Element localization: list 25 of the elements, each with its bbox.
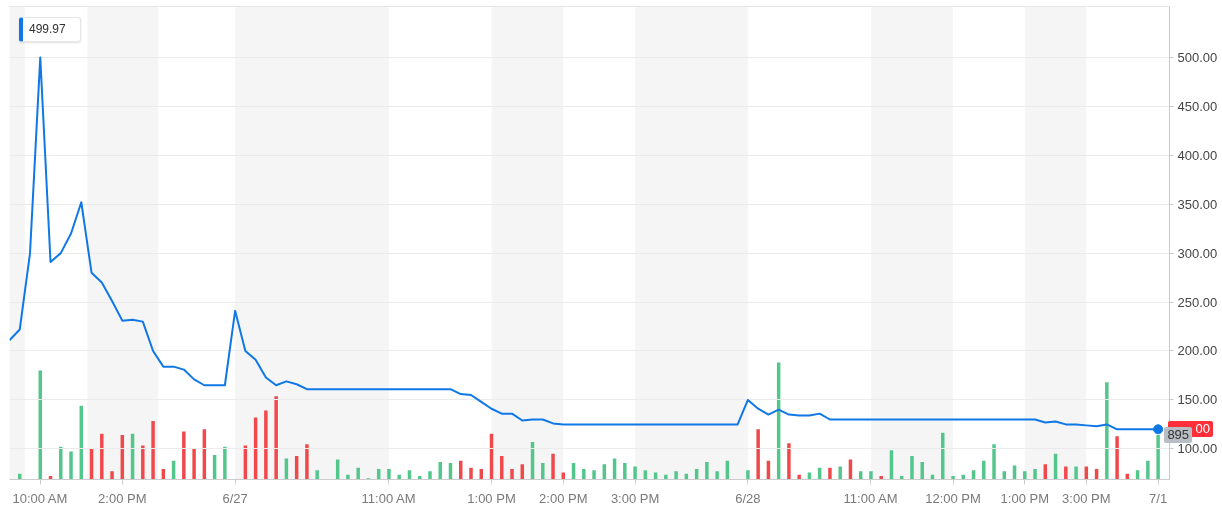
x-tick-label: 10:00 AM — [12, 490, 68, 506]
x-tick-label: 3:00 PM — [610, 490, 660, 506]
x-tick-label: 11:00 AM — [843, 490, 898, 506]
y-tick-label: 300.00 — [1177, 245, 1218, 261]
annotation: 895 — [1167, 426, 1190, 443]
x-tick-label: 6/28 — [735, 490, 761, 506]
y-tick-label: 450.00 — [1177, 98, 1218, 114]
y-tick-label: 150.00 — [1177, 392, 1218, 408]
y-tick-label: 200.00 — [1177, 343, 1218, 359]
x-tick-label: 11:00 AM — [361, 490, 416, 506]
text: 00 — [1195, 420, 1210, 437]
x-tick-label: 3:00 PM — [1062, 490, 1111, 506]
x-tick-label: 2:00 PM — [539, 490, 588, 506]
x-tick-label: 1:00 PM — [1000, 490, 1050, 506]
y-tick-label: 350.00 — [1177, 196, 1218, 212]
x-tick-label: 2:00 PM — [98, 490, 147, 506]
x-tick-label: 7/1 — [1149, 490, 1168, 506]
annotation: 499.97 — [29, 21, 66, 38]
y-tick-label: 100.00 — [1177, 441, 1218, 457]
y-tick-label: 250.00 — [1177, 294, 1218, 310]
y-tick-label: 500.00 — [1177, 49, 1218, 65]
x-tick-label: 1:00 PM — [467, 490, 516, 506]
x-tick-label: 12:00 PM — [925, 490, 981, 506]
x-tick-label: 6/27 — [222, 490, 248, 506]
y-tick-label: 400.00 — [1177, 147, 1218, 163]
